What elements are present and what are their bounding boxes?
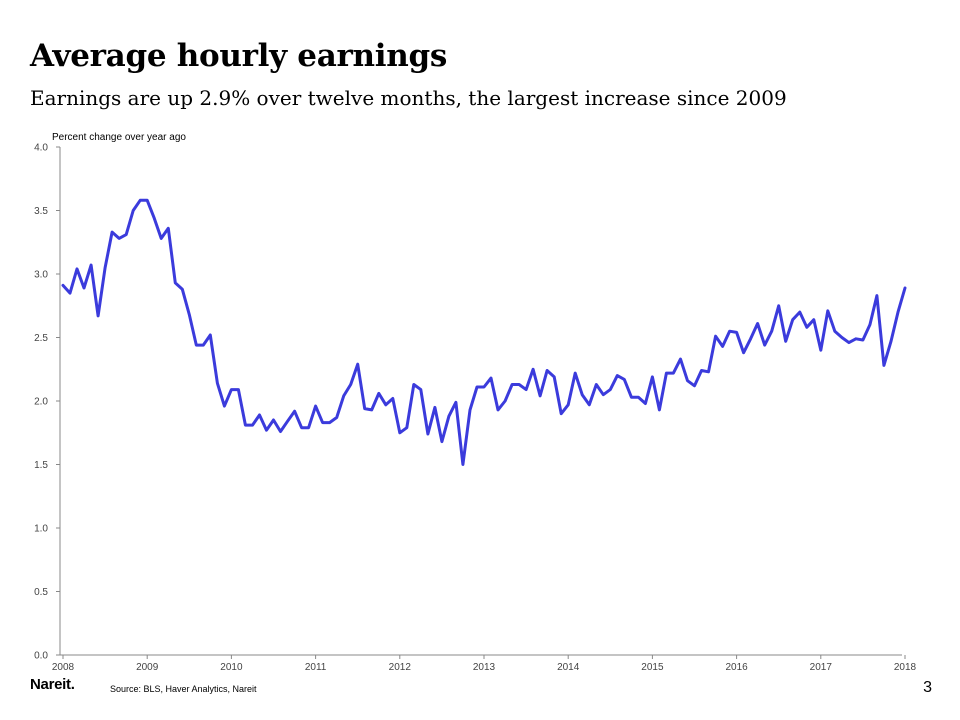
slide-subtitle: Earnings are up 2.9% over twelve months,… bbox=[30, 86, 787, 110]
x-tick-label: 2015 bbox=[641, 662, 664, 673]
y-tick-label: 2.5 bbox=[34, 333, 48, 344]
x-tick-label: 2011 bbox=[305, 662, 327, 673]
x-tick-label: 2018 bbox=[894, 662, 917, 673]
y-tick-label: 0.5 bbox=[34, 587, 48, 598]
page-number: 3 bbox=[923, 679, 932, 696]
x-tick-label: 2010 bbox=[220, 662, 243, 673]
y-tick-label: 1.5 bbox=[34, 460, 48, 471]
x-tick-label: 2016 bbox=[725, 662, 748, 673]
series-line-0 bbox=[61, 198, 907, 466]
x-tick-label: 2008 bbox=[52, 662, 75, 673]
y-tick-labels: 0.0 0.5 1.0 1.5 2.0 2.5 3.0 3.5 4.0 bbox=[34, 143, 48, 662]
y-tick-label: 3.0 bbox=[34, 270, 48, 281]
source-note: Source: BLS, Haver Analytics, Nareit bbox=[110, 684, 257, 694]
y-tick-label: 0.0 bbox=[34, 651, 48, 662]
x-tick-label: 2009 bbox=[136, 662, 159, 673]
y-tick-label: 1.0 bbox=[34, 524, 48, 535]
slide-title: Average hourly earnings bbox=[30, 38, 448, 74]
y-axis-label: Percent change over year ago bbox=[52, 132, 186, 143]
y-tick-label: 4.0 bbox=[34, 143, 48, 154]
y-tick-label: 3.5 bbox=[34, 206, 48, 217]
x-tick-labels: 2008 2009 2010 2011 2012 2013 2014 2015 2016 2017… bbox=[52, 662, 917, 673]
chart-axes bbox=[56, 146, 906, 659]
x-tick-label: 2014 bbox=[557, 662, 580, 673]
nareit-logo: Nareit. bbox=[30, 676, 75, 693]
y-tick-label: 2.0 bbox=[34, 397, 48, 408]
x-tick-label: 2017 bbox=[810, 662, 833, 673]
series-group bbox=[61, 198, 907, 466]
x-tick-label: 2012 bbox=[389, 662, 412, 673]
x-tick-label: 2013 bbox=[473, 662, 496, 673]
